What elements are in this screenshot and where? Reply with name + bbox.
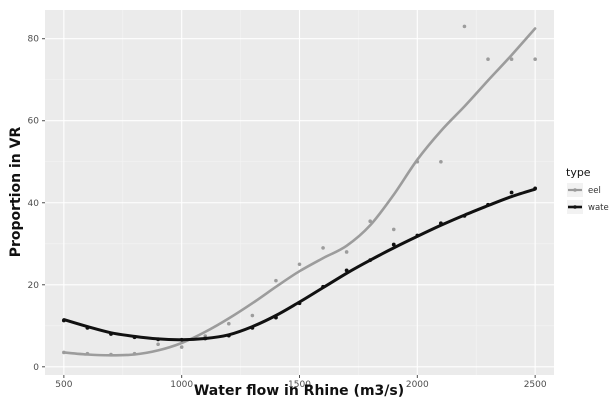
series-wate-point: [368, 258, 373, 263]
series-eel-point: [297, 262, 302, 267]
series-wate-point: [61, 318, 66, 323]
series-wate-point: [321, 284, 325, 289]
series-wate-point: [250, 325, 255, 330]
legend-label-wate: wate: [588, 203, 609, 213]
series-wate-point: [344, 268, 349, 273]
legend-label-eel: eel: [588, 186, 601, 196]
series-eel-point: [462, 24, 467, 29]
series-wate-point: [203, 336, 208, 341]
y-tick-label: 20: [28, 281, 40, 291]
series-eel-line: [62, 27, 537, 357]
series-wate-point: [274, 315, 278, 320]
x-tick-label: 2500: [524, 380, 547, 390]
series-eel-point: [156, 342, 160, 347]
y-tick-label: 40: [28, 199, 40, 209]
series-eel-point: [533, 57, 537, 62]
series-wate-point: [226, 333, 231, 338]
series-eel-point: [368, 219, 372, 224]
series-eel-point: [439, 159, 443, 164]
legend: type eel wate: [566, 166, 609, 214]
series-wate-point: [109, 332, 113, 336]
y-tick-label: 60: [28, 117, 40, 127]
series-eel: [62, 24, 537, 357]
series-wate-point: [391, 242, 396, 247]
series-eel-point: [85, 351, 90, 356]
series-wate-point: [415, 233, 420, 238]
series-wate-point: [297, 301, 302, 306]
series-wate-point: [132, 335, 137, 340]
axis-ticks: 500 1000 1500 2000 2500 0 20 40 60 80: [28, 35, 547, 390]
series-eel-point: [415, 159, 420, 164]
x-axis-title: Water flow in Rhine (m3/s): [194, 383, 404, 399]
series-eel-point: [321, 246, 325, 250]
series-eel-point: [250, 313, 255, 318]
series-wate-point: [156, 337, 161, 342]
series-wate-point: [438, 221, 443, 226]
series-wate-point: [533, 186, 538, 191]
x-tick-label: 1000: [170, 380, 193, 390]
x-tick-label: 500: [55, 380, 72, 390]
legend-items: eel wate: [567, 183, 609, 214]
series-eel-point: [109, 352, 113, 357]
series-eel-point: [344, 250, 349, 254]
series-eel-point: [179, 345, 184, 349]
legend-point-eel: [573, 188, 577, 192]
series-wate: [61, 186, 538, 342]
series-wate-point: [509, 190, 514, 195]
x-tick-label: 1500: [288, 380, 311, 390]
series-eel-point: [509, 57, 514, 62]
series-wate-point: [179, 337, 184, 342]
series-eel-point: [274, 278, 278, 283]
series-wate-point: [85, 325, 90, 330]
legend-point-wate: [573, 205, 577, 209]
legend-title: type: [566, 166, 591, 179]
series-wate-point: [486, 202, 490, 207]
y-tick-label: 0: [33, 363, 39, 373]
series-eel-point: [132, 351, 137, 356]
series-eel-point: [486, 57, 490, 62]
series-eel-point: [62, 350, 66, 355]
y-axis-title: Proportion in VR: [8, 127, 24, 258]
series-eel-point: [227, 321, 231, 326]
series-wate-point: [462, 213, 467, 218]
x-tick-label: 2000: [406, 380, 429, 390]
grid: [45, 10, 554, 375]
y-tick-label: 80: [28, 35, 40, 45]
series-eel-point: [391, 227, 396, 232]
series-layer: [61, 24, 538, 357]
